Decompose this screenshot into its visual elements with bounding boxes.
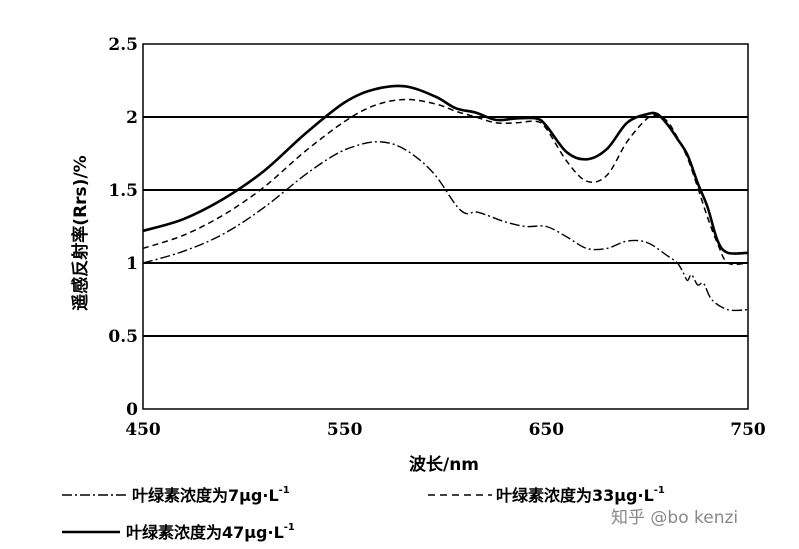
y-tick-label-1: 0.5	[108, 327, 138, 347]
x-tick-label-2: 650	[529, 420, 565, 440]
svg-text:叶绿素浓度为33μg·L-1: 叶绿素浓度为33μg·L-1	[496, 485, 665, 505]
grid-lines	[143, 116, 748, 337]
x-tick-labels: 450 550 650 750	[125, 420, 766, 440]
x-tick-label-1: 550	[327, 420, 363, 440]
legend-label-1-superscript: -1	[279, 485, 290, 496]
y-tick-labels: 0 0.5 1 1.5 2 2.5	[108, 35, 138, 420]
legend-label-3-superscript: -1	[284, 522, 295, 533]
y-tick-label-5: 2.5	[108, 35, 138, 55]
x-axis-title: 波长/nm	[409, 454, 479, 475]
x-tick-label-0: 450	[125, 420, 161, 440]
series-line-3	[142, 84, 749, 255]
legend-entry-1: 叶绿素浓度为7μg·L-1	[62, 485, 290, 505]
y-tick-label-2: 1	[126, 254, 138, 274]
y-tick-label-0: 0	[126, 400, 138, 420]
svg-text:叶绿素浓度为7μg·L-1: 叶绿素浓度为7μg·L-1	[132, 485, 290, 505]
legend-label-1: 叶绿素浓度为7μg·L	[132, 486, 279, 505]
legend-entry-3: 叶绿素浓度为47μg·L-1	[62, 522, 295, 542]
legend-label-3: 叶绿素浓度为47μg·L	[126, 523, 284, 542]
series-line-1	[142, 141, 749, 312]
y-tick-label-4: 2	[126, 108, 138, 128]
y-axis-title: 遥感反射率(Rrs)/%	[70, 155, 91, 310]
svg-text:叶绿素浓度为47μg·L-1: 叶绿素浓度为47μg·L-1	[126, 522, 295, 542]
legend: 叶绿素浓度为7μg·L-1 叶绿素浓度为33μg·L-1 叶绿素浓度为47μg·…	[62, 485, 665, 542]
legend-label-2: 叶绿素浓度为33μg·L	[496, 486, 654, 505]
watermark: 知乎 @bo kenzi	[611, 508, 738, 528]
x-tick-label-3: 750	[730, 420, 766, 440]
series-layer	[142, 84, 749, 312]
y-tick-label-3: 1.5	[108, 181, 138, 201]
legend-entry-2: 叶绿素浓度为33μg·L-1	[428, 485, 665, 505]
legend-label-2-superscript: -1	[654, 485, 665, 496]
plot-frame	[142, 43, 749, 410]
series-line-2	[142, 98, 749, 266]
